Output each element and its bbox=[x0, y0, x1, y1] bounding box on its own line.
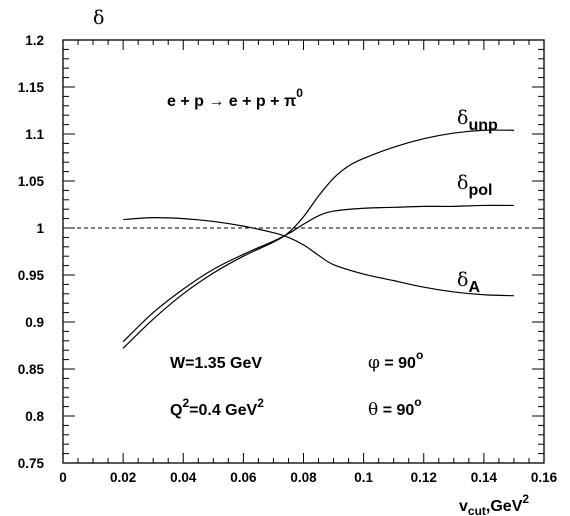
x-tick-label: 0.06 bbox=[230, 470, 257, 485]
x-axis-label-rest: ,GeV bbox=[486, 498, 523, 515]
y-tick-label: 0.95 bbox=[18, 268, 45, 283]
series-line-unp bbox=[122, 129, 514, 349]
x-tick-label: 0 bbox=[59, 470, 67, 485]
x-axis-label-sub: cut bbox=[468, 504, 486, 516]
y-tick-label: 0.75 bbox=[18, 456, 45, 471]
series-label-pol-sub: pol bbox=[468, 182, 492, 199]
q2-label-mid: =0.4 GeV bbox=[189, 402, 257, 419]
y-tick-label: 0.85 bbox=[18, 362, 45, 377]
q2-label-pre: Q bbox=[170, 402, 182, 419]
y-tick-label: 0.9 bbox=[25, 315, 44, 330]
phi-label-sup: o bbox=[416, 348, 423, 362]
plot-frame bbox=[62, 39, 545, 464]
q2-label-sup2: 2 bbox=[257, 396, 264, 410]
theta-label-val: = 90 bbox=[378, 402, 414, 419]
y-tick-label: 1 bbox=[36, 221, 44, 236]
x-tick-label: 0.08 bbox=[290, 470, 317, 485]
series-label-pol: δpol bbox=[457, 172, 492, 199]
y-tick-label: 1.05 bbox=[18, 174, 45, 189]
series-line-pol bbox=[122, 204, 514, 343]
x-tick-label: 0.14 bbox=[471, 470, 498, 485]
x-axis-label-sup: 2 bbox=[522, 492, 529, 506]
y-tick-label: 1.2 bbox=[25, 33, 44, 48]
plot-layer: 0 0.02 0.04 0.06 0.08 0.1 0.12 0.14 0.16 0.75 0.8 0… bbox=[18, 33, 558, 485]
reaction-label-main: e + p → e + p + π bbox=[167, 93, 296, 110]
q2-label-sup1: 2 bbox=[182, 396, 189, 410]
x-tick-label: 0.04 bbox=[170, 470, 197, 485]
x-tick-label: 0.12 bbox=[411, 470, 437, 485]
series-label-a: δA bbox=[457, 269, 480, 296]
series-label-a-sub: A bbox=[468, 279, 480, 296]
q2-label: Q2=0.4 GeV2 bbox=[170, 396, 264, 419]
y-axis-label: δ bbox=[93, 7, 104, 29]
x-tick-label: 0.16 bbox=[531, 470, 558, 485]
x-tick-label: 0.1 bbox=[354, 470, 373, 485]
series-label-pol-main: δ bbox=[457, 172, 468, 194]
theta-label-sup: o bbox=[414, 395, 421, 409]
series-label-unp: δunp bbox=[457, 107, 498, 134]
x-tick-label: 0.02 bbox=[110, 470, 136, 485]
w-label: W=1.35 GeV bbox=[170, 355, 262, 372]
reaction-label: e + p → e + p + π0 bbox=[167, 86, 303, 110]
series-label-a-main: δ bbox=[457, 269, 468, 291]
reaction-label-sup: 0 bbox=[296, 86, 303, 100]
phi-label: φ = 90o bbox=[368, 348, 423, 373]
phi-label-val: = 90 bbox=[380, 355, 416, 372]
theta-label: θ = 90o bbox=[368, 395, 422, 420]
phi-label-sym: φ bbox=[368, 353, 380, 373]
series-label-unp-main: δ bbox=[457, 107, 468, 129]
theta-label-sym: θ bbox=[368, 400, 378, 420]
x-axis-label-main: v bbox=[459, 498, 468, 515]
series-label-unp-sub: unp bbox=[468, 117, 498, 134]
y-tick-label: 0.8 bbox=[25, 409, 44, 424]
y-tick-label: 1.1 bbox=[25, 127, 44, 142]
x-axis-label: vcut,GeV2 bbox=[459, 492, 529, 516]
series-line-a bbox=[123, 217, 514, 297]
y-tick-label: 1.15 bbox=[18, 80, 45, 95]
